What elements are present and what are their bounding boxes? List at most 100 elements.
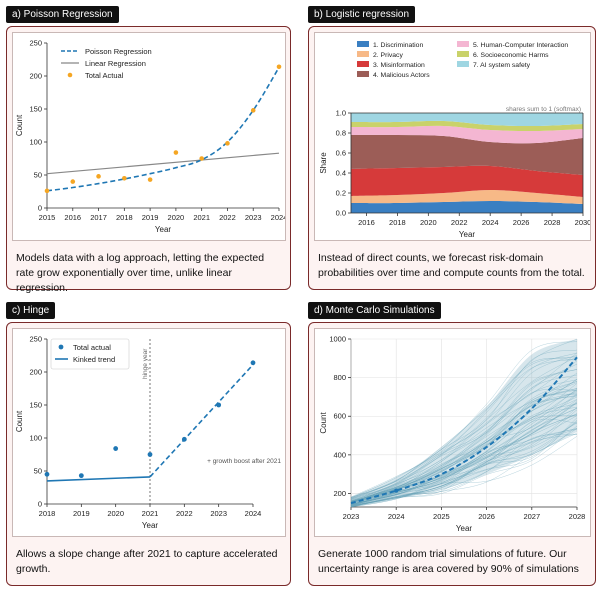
simulation-trace (350, 417, 578, 507)
simulation-trace (350, 388, 578, 505)
simulation-trace (350, 368, 578, 502)
x-tick-label: 2024 (245, 509, 262, 518)
total-actual-point (199, 156, 204, 161)
panel-c-tag: c) Hinge (6, 302, 56, 319)
simulation-trace (350, 352, 578, 501)
legend-box (50, 338, 130, 370)
panel-c-card: 2018 2019 2020 2021 2022 2023 2024 0 50 100 150 200… (6, 322, 291, 586)
simulation-trace (350, 392, 578, 504)
simulation-trace (350, 428, 578, 507)
simulation-trace (350, 388, 578, 505)
area-5 (351, 125, 583, 144)
legend-swatch-2 (357, 51, 369, 57)
x-tick-label: 2024 (388, 512, 405, 521)
legend-swatch-4 (357, 71, 369, 77)
y-tick-label: 600 (333, 412, 346, 421)
simulation-trace (350, 413, 578, 505)
simulation-trace (350, 407, 578, 506)
actual-point (394, 488, 399, 493)
y-tick-label: 1.0 (336, 109, 346, 118)
panel-b-caption: Instead of direct counts, we forecast ri… (318, 252, 585, 279)
legend-linear-label: Linear Regression (85, 59, 146, 68)
simulation-trace (350, 389, 578, 503)
x-tick-label: 2024 (271, 213, 285, 222)
simulation-trace (350, 396, 578, 504)
legend-swatch-6 (457, 51, 469, 57)
panel-a-caption: Models data with a log approach, letting… (16, 252, 265, 294)
simulation-trace (350, 354, 578, 499)
simulation-trace (350, 379, 578, 502)
x-tick-label: 2023 (245, 213, 262, 222)
simulation-trace (350, 388, 578, 502)
simulation-trace (350, 432, 578, 508)
simulation-trace (350, 425, 578, 506)
legend-poisson-label: Poisson Regression (85, 47, 152, 56)
legend-label-7: 7. AI system safety (473, 62, 531, 69)
area-4 (351, 134, 583, 175)
x-axis-label: Year (459, 230, 476, 239)
simulation-trace (350, 421, 578, 506)
simulation-trace (350, 374, 578, 502)
simulation-trace (350, 369, 578, 501)
simulation-trace (350, 341, 578, 498)
total-actual-point (173, 150, 179, 155)
x-axis-label: Year (155, 225, 172, 234)
simulation-trace (350, 388, 578, 504)
panel-a-card: 2015 2016 2017 2018 2019 2020 2021 2022 2023 2024… (6, 26, 291, 294)
y-tick-label: 0.0 (336, 209, 346, 218)
simulation-trace (350, 382, 578, 502)
x-tick-label: 2016 (64, 213, 81, 222)
simulation-trace (350, 381, 578, 502)
total-actual-point (216, 402, 222, 408)
y-axis-label: Share (319, 152, 328, 174)
simulation-trace (350, 394, 578, 505)
x-tick-label: 2022 (451, 218, 468, 227)
panel-b-tag: b) Logistic regression (308, 6, 416, 23)
area-3 (351, 165, 583, 197)
panel-d-caption: Generate 1000 random trial simulations o… (318, 548, 579, 575)
x-tick-label: 2020 (420, 218, 437, 227)
y-tick-label: 200 (29, 72, 42, 81)
y-tick-label: 100 (29, 138, 42, 147)
hinge-year-label: hinge year (142, 348, 149, 379)
simulation-trace (350, 358, 578, 499)
simulation-trace (350, 399, 578, 505)
simulation-trace (350, 418, 578, 506)
legend-swatch-5 (457, 41, 469, 47)
panel-a-tag: a) Poisson Regression (6, 6, 119, 23)
panel-b-card: 2016 2018 2020 2022 2024 2026 2028 2030 0.0 0.2 0.… (308, 26, 596, 290)
uncertainty-band (351, 339, 577, 507)
simulation-trace (350, 403, 578, 503)
total-actual-point (44, 188, 50, 194)
kinked-trend-line (46, 476, 151, 482)
x-tick-label: 2028 (544, 218, 561, 227)
total-actual-point (122, 176, 127, 181)
y-tick-label: 0.6 (336, 149, 346, 158)
panel-d-plot: 2023 2024 2025 2026 2027 2028 200 400 600 800 1000… (314, 328, 591, 537)
y-axis-label: Count (15, 410, 24, 432)
y-tick-label: 150 (29, 105, 42, 114)
x-tick-label: 2023 (343, 512, 360, 521)
legend-label-3: 3. Misinformation (373, 62, 425, 69)
simulation-trace (350, 360, 578, 500)
legend-label-2: 2. Privacy (373, 52, 403, 59)
x-tick-label: 2018 (116, 213, 133, 222)
linear-regression-line (46, 152, 280, 175)
simulation-trace (350, 358, 578, 498)
x-tick-label: 2028 (569, 512, 586, 521)
y-tick-label: 200 (29, 368, 42, 377)
x-tick-label: 2020 (168, 213, 185, 222)
y-tick-label: 0 (38, 500, 42, 509)
x-tick-label: 2016 (358, 218, 375, 227)
x-tick-label: 2024 (482, 218, 499, 227)
x-tick-label: 2020 (107, 509, 124, 518)
simulation-trace (350, 433, 578, 506)
y-tick-label: 1000 (329, 335, 346, 344)
simulation-trace (350, 380, 578, 503)
simulation-trace (350, 421, 578, 506)
total-actual-point (70, 179, 76, 184)
simulation-trace (350, 391, 578, 503)
kinked-trend-after-hinge (149, 364, 254, 478)
simulation-trace (350, 434, 578, 508)
simulation-trace (350, 422, 578, 506)
